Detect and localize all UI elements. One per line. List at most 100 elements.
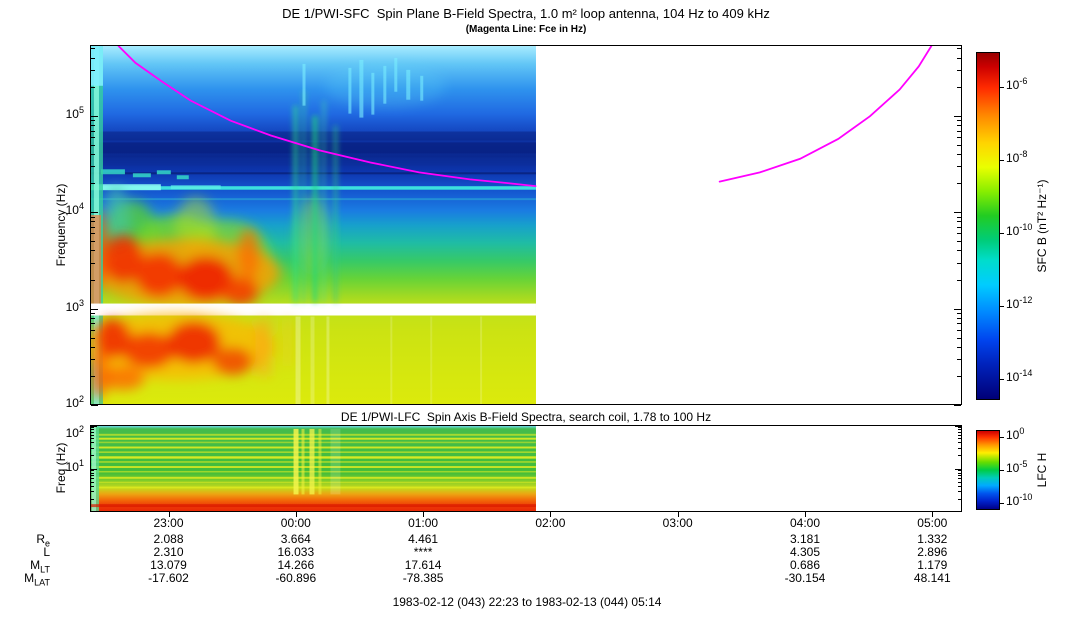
freq-minor-tick [91, 48, 95, 50]
lfc-colorbar-tick-label: 10-10 [1006, 492, 1033, 508]
freq-minor-tick [91, 144, 95, 146]
x-tick-label: 03:00 [662, 516, 693, 530]
freq-minor-tick [91, 250, 95, 252]
lfc-minor-tick [91, 431, 94, 433]
freq-minor-tick [957, 57, 961, 59]
lfc-minor-tick [958, 481, 961, 483]
freq-minor-tick [957, 144, 961, 146]
x-tick [932, 512, 934, 517]
freq-minor-tick [957, 250, 961, 252]
sfc-colorbar-tick [1000, 87, 1004, 88]
freq-minor-tick [957, 124, 961, 126]
freq-minor-tick [91, 323, 95, 325]
lfc-minor-tick [958, 478, 961, 480]
main-title: DE 1/PWI-SFC Spin Plane B-Field Spectra,… [282, 6, 770, 21]
lfc-minor-tick [91, 472, 94, 474]
freq-minor-tick [91, 120, 95, 122]
ephemeris-value: 1.332 [917, 532, 948, 546]
sfc-colorbar-tick [1000, 233, 1004, 234]
sfc-colorbar-tick-label: 10-14 [1006, 368, 1033, 384]
freq-minor-tick [957, 317, 961, 319]
x-tick-label: 02:00 [535, 516, 566, 530]
lfc-colorbar-tick [1000, 470, 1004, 471]
lfc-freq-tick-label: 102 [65, 424, 84, 440]
lfc-minor-tick [91, 426, 94, 428]
x-tick [295, 512, 297, 517]
sfc-colorbar-tick-label: 10-10 [1006, 222, 1033, 238]
ephemeris-value: -60.896 [275, 571, 317, 585]
freq-minor-tick [91, 130, 95, 132]
ephemeris-value: 3.664 [280, 532, 311, 546]
lfc-minor-tick [958, 455, 961, 457]
freq-minor-tick [91, 358, 95, 360]
freq-minor-tick [957, 323, 961, 325]
x-tick-label: 05:00 [917, 516, 948, 530]
ephemeris-value: **** [413, 545, 433, 559]
lfc-freq-tick [955, 468, 961, 470]
freq-minor-tick [91, 166, 95, 168]
sfc-colorbar [976, 52, 1000, 400]
x-tick [677, 512, 679, 517]
lfc-freq-tick [91, 426, 97, 427]
freq-minor-tick [957, 233, 961, 235]
ephemeris-row-label: Re [36, 532, 50, 549]
freq-minor-tick [91, 317, 95, 319]
ephemeris-value: -17.602 [148, 571, 189, 585]
lfc-minor-tick [91, 485, 94, 487]
lfc-spectrogram-panel [90, 425, 962, 512]
x-tick [168, 512, 170, 517]
time-range-caption: 1983-02-12 (043) 22:23 to 1983-02-13 (04… [392, 595, 662, 609]
lfc-freq-tick [955, 426, 961, 427]
main-subtitle: (Magenta Line: Fce in Hz) [465, 24, 587, 35]
freq-minor-tick [957, 120, 961, 122]
freq-minor-tick [91, 227, 95, 229]
freq-minor-tick [957, 227, 961, 229]
freq-minor-tick [91, 216, 95, 218]
lfc-minor-tick [91, 478, 94, 480]
freq-tick [954, 115, 961, 117]
freq-minor-tick [91, 86, 95, 88]
ephemeris-value: -78.385 [402, 571, 444, 585]
freq-minor-tick [957, 262, 961, 264]
sfc-colorbar-tick-label: 10-12 [1006, 295, 1033, 311]
lfc-minor-tick [91, 498, 94, 500]
ephemeris-value: 3.181 [789, 532, 820, 546]
sfc-colorbar-tick-label: 10-8 [1006, 149, 1028, 165]
ephemeris-value: 13.079 [150, 558, 187, 572]
ephemeris-value: 1.179 [917, 558, 948, 572]
freq-minor-tick [91, 154, 95, 156]
fce-curve [117, 46, 537, 188]
lfc-minor-tick [958, 431, 961, 433]
lfc-vertical-streaks [293, 428, 341, 495]
left-edge-column [91, 46, 103, 404]
freq-minor-tick [957, 241, 961, 243]
freq-tick-label: 105 [65, 104, 84, 121]
ephemeris-row-label: MLT [30, 558, 50, 575]
freq-minor-tick [957, 86, 961, 88]
lfc-minor-tick [91, 481, 94, 483]
freq-minor-tick [957, 329, 961, 331]
x-tick-label: 00:00 [280, 516, 311, 530]
cyan-haze [325, 63, 446, 108]
lfc-freq-tick [91, 468, 97, 470]
ephemeris-value: 2.088 [153, 532, 184, 546]
x-tick [804, 512, 806, 517]
freq-minor-tick [957, 346, 961, 348]
freq-minor-tick [957, 216, 961, 218]
sfc-colorbar-tick [1000, 160, 1004, 161]
sfc-colorbar-tick [1000, 379, 1004, 380]
lfc-minor-tick [91, 447, 94, 449]
lfc-minor-tick [958, 434, 961, 436]
ephemeris-row-label: MLAT [24, 571, 50, 588]
freq-minor-tick [91, 233, 95, 235]
freq-tick-label: 103 [65, 297, 84, 314]
freq-minor-tick [957, 375, 961, 377]
freq-minor-tick [957, 166, 961, 168]
freq-minor-tick [957, 48, 961, 50]
fce-curve [718, 46, 933, 183]
lfc-spectrogram-art [91, 426, 536, 511]
freq-minor-tick [91, 137, 95, 139]
freq-minor-tick [91, 346, 95, 348]
lfc-minor-tick [91, 442, 94, 444]
